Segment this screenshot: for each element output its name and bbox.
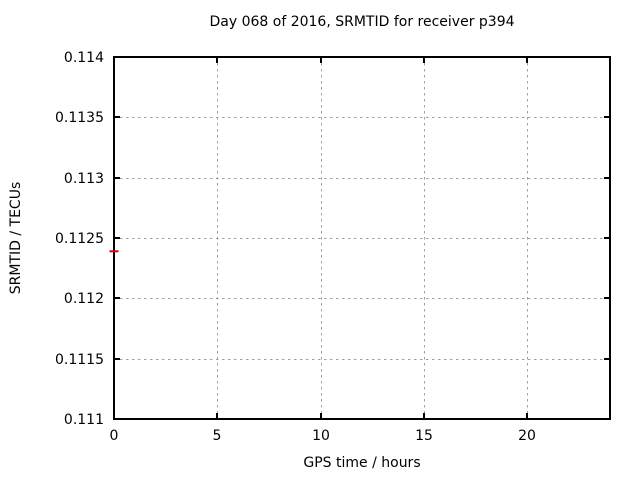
x-tick-label: 0 [110, 428, 119, 444]
x-tick-label: 5 [213, 428, 222, 444]
chart-title: Day 068 of 2016, SRMTID for receiver p39… [209, 14, 515, 30]
x-tick-label: 20 [518, 428, 536, 444]
x-tick-label: 10 [312, 428, 330, 444]
y-tick-label: 0.114 [64, 50, 104, 66]
y-tick-label: 0.113 [64, 171, 104, 187]
x-axis-label: GPS time / hours [303, 455, 421, 471]
y-tick-label: 0.1125 [55, 231, 104, 247]
y-tick-label: 0.1115 [55, 352, 104, 368]
data-point-dash [109, 250, 119, 253]
y-tick-label: 0.112 [64, 291, 104, 307]
x-tick-label: 15 [415, 428, 433, 444]
y-tick-label: 0.111 [64, 412, 104, 428]
y-tick-label: 0.1135 [55, 110, 104, 126]
